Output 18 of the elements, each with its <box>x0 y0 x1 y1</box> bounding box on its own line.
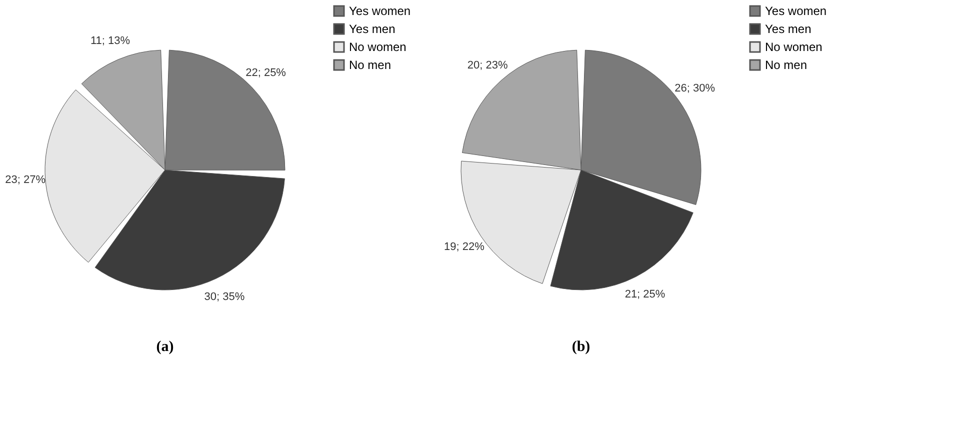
legend-label: Yes women <box>765 4 827 18</box>
legend-label: Yes women <box>349 4 411 18</box>
data-label: 23; 27% <box>5 174 46 186</box>
text: (a) <box>156 339 174 355</box>
data-label: 21; 25% <box>624 288 666 301</box>
data-label: 26; 30% <box>674 82 716 95</box>
data-label: 30; 35% <box>204 290 245 303</box>
data-label: 22; 25% <box>246 66 286 79</box>
legend-label: No women <box>765 40 822 54</box>
legend-label: No men <box>765 58 808 72</box>
data-label: 11; 13% <box>90 35 130 48</box>
data-label: 20; 23% <box>467 60 508 72</box>
legend-label: Yes men <box>349 22 396 36</box>
legend-label: No women <box>349 40 406 54</box>
data-label: 19; 22% <box>444 241 485 254</box>
legend-label: No men <box>349 58 392 72</box>
legend-label: Yes men <box>765 22 812 36</box>
text: (b) <box>572 339 590 355</box>
